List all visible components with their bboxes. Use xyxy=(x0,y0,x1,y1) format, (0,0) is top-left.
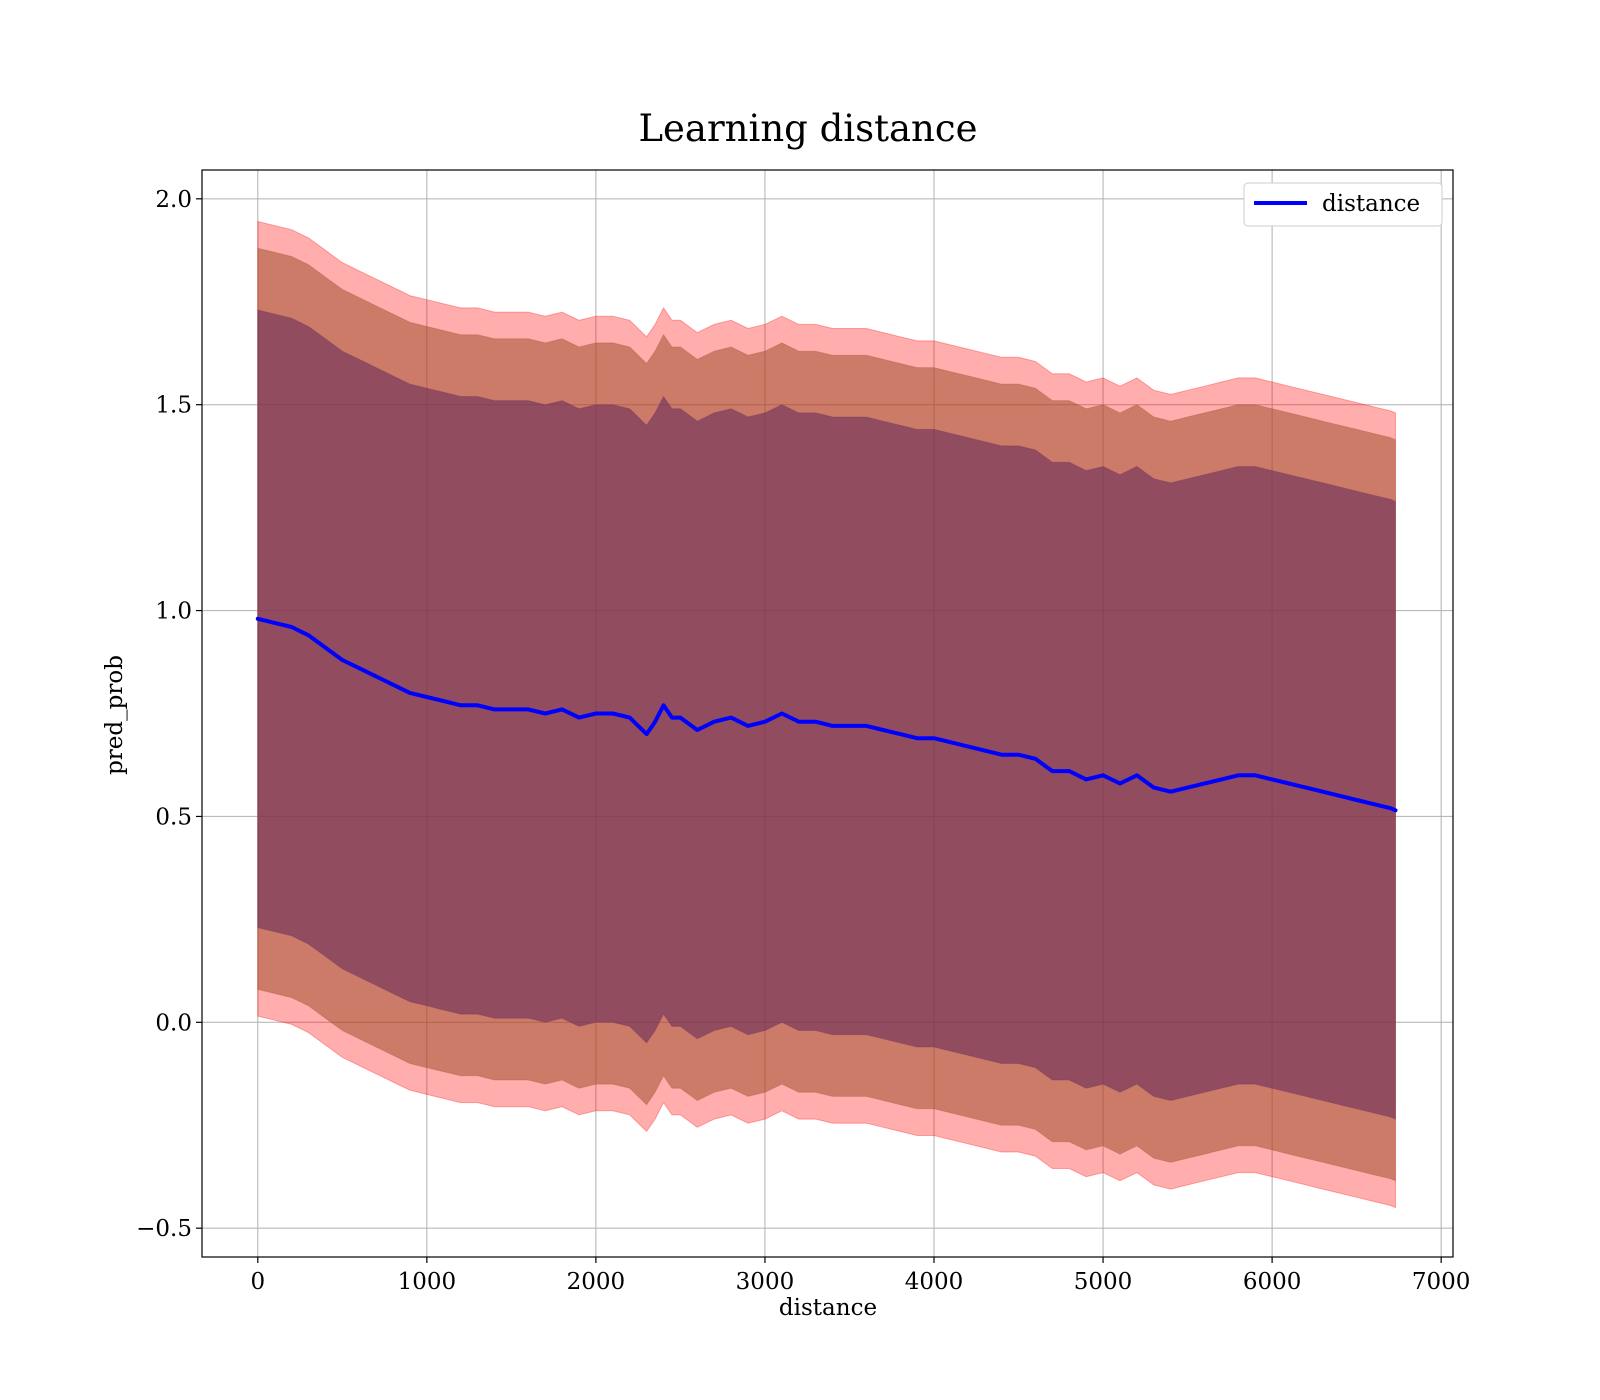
x-tick-label: 1000 xyxy=(398,1269,457,1295)
y-tick-label: 2.0 xyxy=(155,187,192,213)
x-tick-label: 5000 xyxy=(1074,1269,1133,1295)
x-tick-label: 4000 xyxy=(905,1269,964,1295)
y-axis: −0.5 0.0 0.5 1.0 1.5 2.0 xyxy=(136,187,202,1242)
x-axis: 0 1000 2000 3000 4000 5000 6000 7000 xyxy=(250,1257,1470,1295)
plot-area xyxy=(201,169,1454,1258)
x-tick-label: 6000 xyxy=(1243,1269,1302,1295)
x-tick-label: 7000 xyxy=(1412,1269,1471,1295)
x-axis-label: distance xyxy=(779,1295,877,1321)
x-tick-label: 2000 xyxy=(567,1269,626,1295)
y-tick-label: 1.0 xyxy=(155,599,192,625)
y-tick-label: 0.5 xyxy=(155,804,192,830)
legend: distance xyxy=(1243,182,1443,227)
x-tick-label: 0 xyxy=(250,1269,265,1295)
confidence-bands xyxy=(257,220,1396,1209)
y-tick-label: −0.5 xyxy=(136,1216,192,1242)
y-tick-label: 1.5 xyxy=(155,393,192,419)
x-tick-label: 3000 xyxy=(736,1269,795,1295)
plot-frame xyxy=(201,169,1454,1258)
legend-label-distance: distance xyxy=(1322,191,1420,217)
y-axis-label: pred_prob xyxy=(102,655,128,775)
series-lines xyxy=(255,616,1398,813)
confidence-band-inner xyxy=(257,309,1396,1120)
chart-title: Learning distance xyxy=(638,107,977,150)
legend-box xyxy=(1243,182,1443,227)
series-line-distance xyxy=(255,616,1398,813)
y-tick-label: 0.0 xyxy=(155,1010,192,1036)
